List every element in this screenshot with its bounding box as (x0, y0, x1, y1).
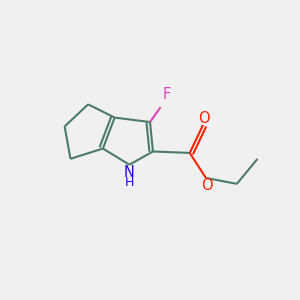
Text: F: F (162, 87, 171, 102)
Text: O: O (201, 178, 213, 193)
Text: O: O (198, 111, 210, 126)
Text: N: N (124, 166, 135, 181)
Text: H: H (125, 176, 134, 190)
